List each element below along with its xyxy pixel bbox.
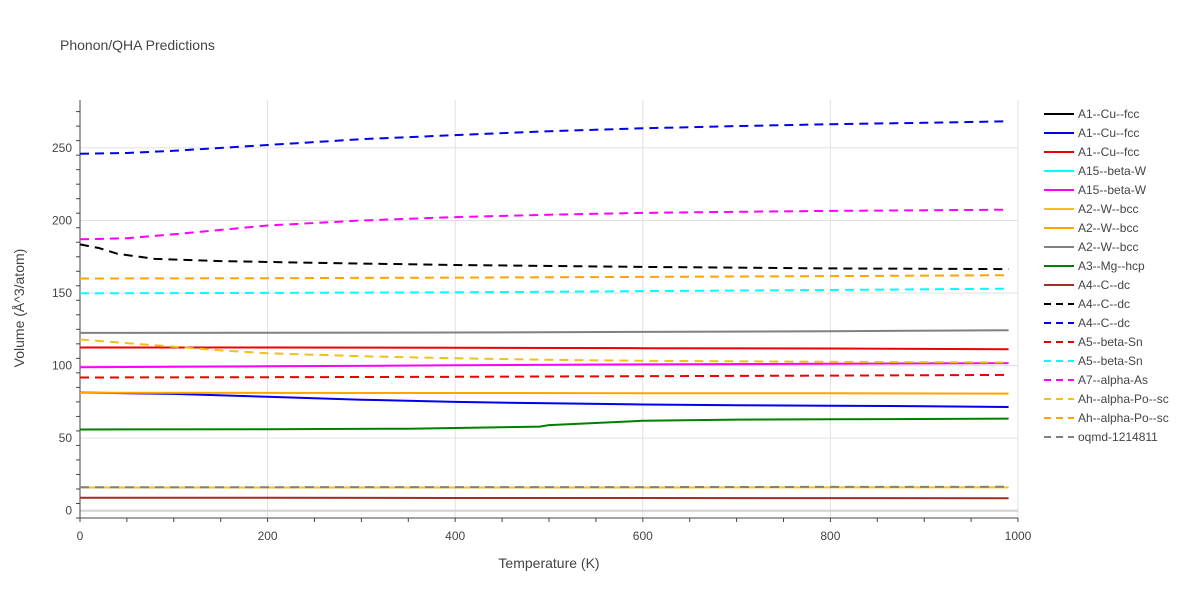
legend-label: A15--beta-W [1078,164,1147,178]
series-line [80,348,1009,350]
y-tick-label: 250 [52,141,72,155]
plot-area [80,121,1009,498]
legend-label: A1--Cu--fcc [1078,107,1139,121]
series-line [80,393,1009,394]
legend-item[interactable]: A7--alpha-As [1044,373,1148,387]
legend[interactable]: A1--Cu--fcc A1--Cu--fcc A1--Cu--fcc A15--be… [1044,107,1169,444]
series-line [80,275,1009,278]
y-axis-label: Volume (Å^3/atom) [11,249,27,368]
legend-label: Ah--alpha-Po--sc [1078,411,1169,425]
y-tick-label: 50 [59,431,73,445]
legend-label: A1--Cu--fcc [1078,145,1139,159]
legend-label: A2--W--bcc [1078,240,1138,254]
axes: 0 200 400 600 800 1000 0 50 100 150 200 250 [52,100,1032,543]
legend-label: A4--C--dc [1078,278,1130,292]
legend-label: Ah--alpha-Po--sc [1078,392,1169,406]
series-line [80,244,1009,269]
legend-item[interactable]: A2--W--bcc [1044,202,1138,216]
series-line [80,393,1009,408]
legend-item[interactable]: A4--C--dc [1044,278,1130,292]
legend-label: A4--C--dc [1078,297,1130,311]
legend-item[interactable]: A1--Cu--fcc [1044,145,1139,159]
legend-item[interactable]: A4--C--dc [1044,316,1130,330]
legend-item[interactable]: A4--C--dc [1044,297,1130,311]
legend-label: A7--alpha-As [1078,373,1148,387]
legend-label: A15--beta-W [1078,183,1147,197]
x-tick-label: 600 [633,529,653,543]
series-line [80,330,1009,333]
legend-item[interactable]: A5--beta-Sn [1044,354,1143,368]
legend-label: A5--beta-Sn [1078,335,1143,349]
grid [80,100,1018,518]
legend-item[interactable]: A3--Mg--hcp [1044,259,1145,273]
x-tick-label: 1000 [1005,529,1032,543]
legend-item[interactable]: A2--W--bcc [1044,240,1138,254]
legend-label: A2--W--bcc [1078,202,1138,216]
y-tick-label: 100 [52,359,72,373]
legend-item[interactable]: A15--beta-W [1044,183,1147,197]
x-tick-label: 800 [820,529,840,543]
x-tick-label: 200 [258,529,278,543]
legend-label: A2--W--bcc [1078,221,1138,235]
series-line [80,340,1009,363]
y-tick-label: 150 [52,286,72,300]
x-tick-label: 0 [77,529,84,543]
series-line [80,419,1009,430]
legend-label: A1--Cu--fcc [1078,126,1139,140]
legend-label: oqmd-1214811 [1078,430,1158,444]
legend-item[interactable]: A15--beta-W [1044,164,1147,178]
x-tick-label: 400 [445,529,465,543]
legend-item[interactable]: oqmd-1214811 [1044,430,1158,444]
legend-label: A4--C--dc [1078,316,1130,330]
y-tick-label: 200 [52,213,72,227]
series-line [80,498,1009,499]
legend-item[interactable]: Ah--alpha-Po--sc [1044,411,1169,425]
x-axis-label: Temperature (K) [498,555,599,571]
legend-item[interactable]: A2--W--bcc [1044,221,1138,235]
series-line [80,121,1009,153]
chart-title: Phonon/QHA Predictions [60,37,215,53]
legend-label: A3--Mg--hcp [1078,259,1145,273]
series-line [80,375,1009,378]
y-tick-label: 0 [65,504,72,518]
series-line [80,210,1009,240]
legend-item[interactable]: Ah--alpha-Po--sc [1044,392,1169,406]
legend-item[interactable]: A5--beta-Sn [1044,335,1143,349]
legend-label: A5--beta-Sn [1078,354,1143,368]
legend-item[interactable]: A1--Cu--fcc [1044,126,1139,140]
legend-item[interactable]: A1--Cu--fcc [1044,107,1139,121]
